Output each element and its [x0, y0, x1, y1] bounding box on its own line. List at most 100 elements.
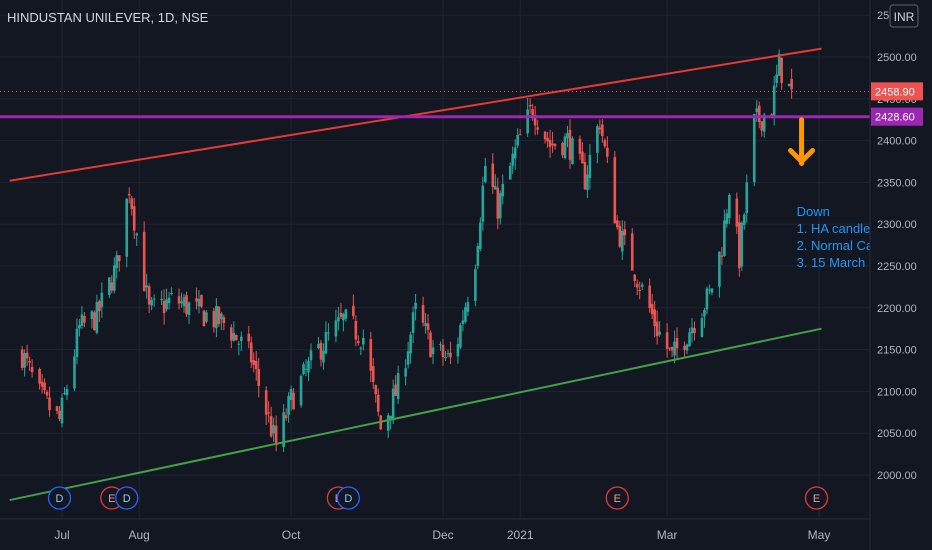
candle — [588, 144, 592, 190]
candle — [693, 321, 696, 341]
dividend-event-marker[interactable]: D — [115, 486, 139, 510]
candle — [496, 177, 500, 230]
candle — [28, 356, 31, 371]
candle — [481, 176, 485, 231]
candle — [152, 294, 156, 307]
candle — [23, 349, 26, 377]
events[interactable]: DEDEDEE — [47, 486, 829, 510]
candle — [359, 346, 363, 356]
candle — [548, 129, 552, 158]
time-axis[interactable]: Jul Aug Oct Dec 2021 Mar May — [0, 518, 870, 542]
dividend-event-marker[interactable]: D — [47, 486, 72, 510]
dividend-event-marker[interactable]: D — [336, 486, 361, 510]
candle — [690, 318, 694, 343]
candle — [668, 347, 671, 352]
candle — [371, 357, 375, 389]
candle — [117, 255, 121, 272]
candle — [484, 157, 487, 184]
down-arrow-icon[interactable] — [788, 117, 816, 166]
annotation-line: Down — [797, 204, 830, 219]
earnings-event-marker[interactable]: E — [605, 486, 629, 510]
candle — [775, 64, 778, 88]
candle — [63, 386, 66, 396]
price-axis[interactable]: 2000.00 2050.00 2100.00 2150.00 2200.00 2250.… — [869, 0, 923, 550]
candle — [247, 325, 251, 349]
candle — [752, 113, 756, 187]
candle — [735, 192, 739, 234]
annotation-line: 1. HA candle spin — [797, 221, 898, 236]
candle — [299, 374, 303, 408]
candle — [376, 388, 380, 417]
candle — [533, 105, 537, 136]
candle — [620, 220, 624, 260]
y-tick-label: 2100.00 — [877, 386, 917, 398]
candle — [274, 415, 278, 452]
candle — [48, 386, 51, 417]
candle — [369, 331, 373, 383]
drawings[interactable] — [0, 47, 870, 502]
candle — [252, 352, 256, 373]
currency-label: INR — [894, 10, 915, 24]
candle — [601, 119, 604, 143]
candle — [708, 284, 711, 295]
candle — [615, 215, 619, 230]
candle — [215, 298, 218, 338]
candle — [431, 340, 435, 365]
candle — [476, 242, 480, 270]
candle — [354, 315, 358, 346]
candle — [780, 57, 783, 90]
candle — [108, 277, 111, 298]
support-trendline[interactable] — [9, 327, 822, 502]
x-tick-label: Mar — [657, 528, 678, 542]
candle — [287, 392, 290, 423]
candle — [60, 393, 64, 428]
candle — [115, 250, 119, 279]
currency-badge[interactable]: INR — [889, 4, 919, 28]
candle — [635, 279, 639, 296]
svg-text:D: D — [344, 493, 352, 505]
candle — [75, 318, 79, 365]
candle — [309, 343, 313, 370]
candle — [249, 336, 253, 369]
candle — [202, 309, 206, 327]
candle — [511, 146, 515, 174]
y-tick-label: 2250.00 — [877, 261, 917, 273]
candle — [703, 307, 706, 328]
candle — [80, 306, 84, 329]
y-tick-label: 2000.00 — [877, 470, 917, 482]
candles[interactable] — [20, 49, 793, 453]
earnings-event-marker[interactable]: E — [804, 486, 829, 510]
candle — [200, 294, 203, 309]
x-tick-label: Aug — [129, 528, 150, 542]
svg-text:E: E — [108, 493, 115, 505]
candle — [98, 299, 101, 322]
candle — [723, 209, 726, 257]
candle — [655, 310, 659, 345]
candle — [568, 119, 572, 169]
candle — [58, 405, 61, 422]
candle — [563, 133, 567, 160]
candle — [205, 310, 208, 324]
candle — [284, 408, 288, 421]
candle — [536, 120, 539, 135]
candle — [304, 359, 308, 377]
candle — [648, 278, 651, 313]
candle — [235, 334, 238, 341]
last-price-badge — [871, 82, 923, 101]
candle — [718, 251, 721, 298]
candle — [571, 136, 574, 165]
candle — [653, 300, 656, 338]
candle — [357, 335, 360, 346]
candle — [665, 323, 669, 358]
candle — [578, 135, 582, 160]
candle — [409, 331, 412, 364]
candle — [217, 306, 221, 327]
candle — [640, 282, 644, 291]
candle — [553, 143, 557, 150]
candle — [688, 327, 691, 347]
candle — [456, 337, 460, 364]
candle — [424, 313, 427, 334]
resistance-trendline[interactable] — [9, 47, 822, 182]
